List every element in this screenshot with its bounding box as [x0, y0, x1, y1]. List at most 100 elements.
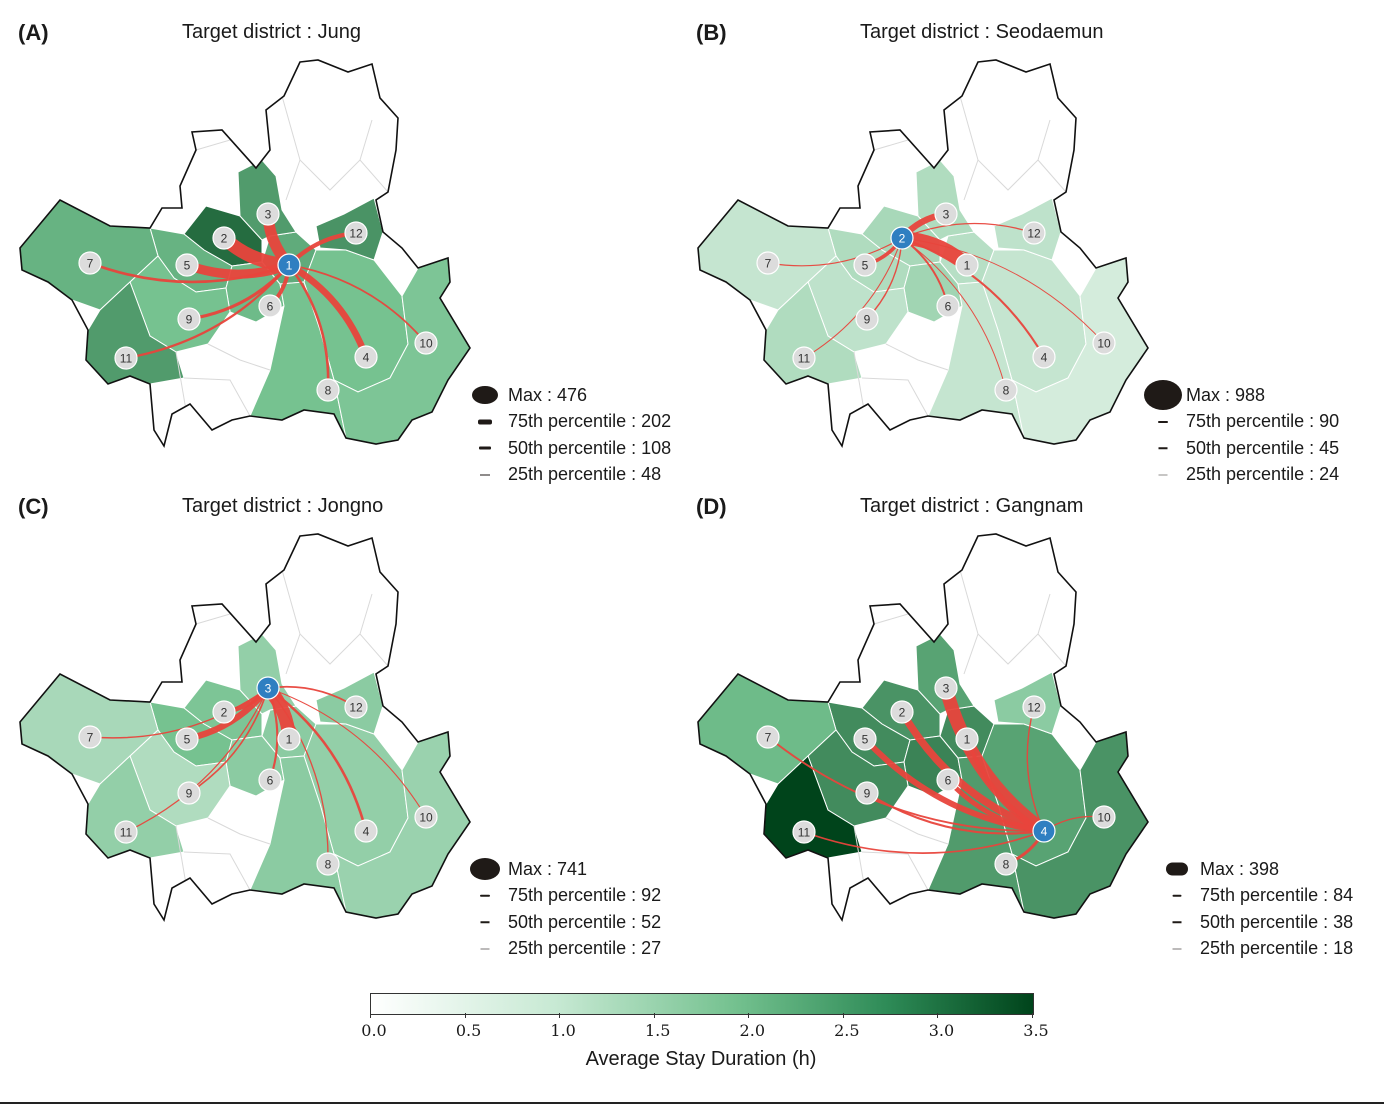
legend-label: 50th percentile : 108: [508, 437, 672, 458]
district-node-8: [994, 852, 1018, 876]
panel-letter: (C): [18, 494, 49, 519]
district-boundary: [959, 569, 1051, 665]
district-node-label: 12: [1027, 701, 1041, 715]
district-node-label: 9: [864, 313, 871, 327]
flow-line-10: [288, 264, 427, 344]
district-boundary: [885, 817, 949, 845]
legend-row-p50: 50th percentile : 45: [1148, 435, 1339, 462]
district-node-label: 10: [419, 811, 433, 825]
district-node-label: 3: [265, 208, 272, 222]
colorbar-tick-label: 3.0: [928, 1021, 955, 1040]
district-node-9: [855, 781, 879, 805]
district-node-label: 1: [286, 259, 293, 273]
flow-line-1: [965, 737, 1046, 833]
district-node-label: 12: [349, 701, 363, 715]
district-node-label: 11: [798, 826, 811, 840]
legend-row-p25: 25th percentile : 24: [1148, 462, 1339, 489]
district-node-label: 12: [349, 227, 363, 241]
legend-label: 25th percentile : 27: [508, 938, 662, 959]
flow-line-8: [267, 687, 329, 865]
district-node-4: [354, 345, 378, 369]
panel-letter: (B): [696, 20, 727, 45]
district-node-9: [855, 307, 879, 331]
district-boundary: [207, 343, 271, 371]
district-node-1: [955, 727, 979, 751]
district-boundary: [853, 351, 865, 411]
district-node-label: 4: [363, 351, 370, 365]
colorbar-tick-label: 2.0: [739, 1021, 766, 1040]
district-node-label: 8: [325, 858, 332, 872]
legend-row-p75: 75th percentile : 90: [1148, 409, 1339, 436]
district-boundary: [359, 159, 389, 193]
legend-row-p75: 75th percentile : 92: [470, 883, 661, 910]
panel-c: (C) Target district : Jongno 1 2 3 4 5 6 7 8 9 10…: [0, 474, 680, 958]
district-node-label: 4: [1041, 351, 1048, 365]
colorbar-tick-label: 1.0: [550, 1021, 576, 1040]
district-boundary: [207, 817, 271, 845]
panel-title: Target district : Jung: [182, 21, 361, 43]
flow-line-7: [767, 237, 903, 267]
district-node-label: 11: [120, 826, 133, 840]
district-node-label: 5: [862, 259, 869, 273]
legend-label: Max : 988: [1186, 384, 1266, 405]
district-boundary: [175, 825, 187, 885]
legend-label: 50th percentile : 52: [508, 911, 662, 932]
district-node-label: 6: [945, 774, 952, 788]
colorbar-tick: [748, 1013, 750, 1018]
district-node-6: [936, 294, 960, 318]
district-node-label: 3: [265, 682, 272, 696]
flow-line-4: [266, 686, 368, 833]
flow-line-6: [945, 777, 1047, 834]
district-node-label: 11: [120, 352, 133, 366]
district-boundary: [183, 377, 251, 417]
legend-label: 75th percentile : 202: [508, 411, 672, 432]
district-node-7: [78, 251, 102, 275]
colorbar-tick: [842, 1013, 844, 1018]
legend-swatch: [470, 883, 500, 909]
district-node-label: 2: [899, 706, 906, 720]
district-node-5: [853, 253, 877, 277]
flow-line-12: [1026, 706, 1045, 832]
panel-title: Target district : Jongno: [182, 495, 384, 517]
district-node-1: [955, 253, 979, 277]
flow-line-2: [898, 708, 1048, 835]
colorbar-title: Average Stay Duration (h): [585, 1048, 817, 1070]
legend-row-max: Max : 476: [470, 382, 671, 409]
district-node-6: [258, 768, 282, 792]
legend-swatch: [470, 909, 500, 935]
district-node-label: 4: [363, 825, 370, 839]
colorbar-tick-label: 2.5: [834, 1021, 860, 1040]
seoul-outline: [19, 59, 471, 449]
district-node-7: [756, 725, 780, 749]
district-node-4: [1032, 819, 1056, 843]
district-node-label: 6: [267, 300, 274, 314]
district-node-label: 12: [1027, 227, 1041, 241]
legend-row-p75: 75th percentile : 202: [470, 409, 671, 436]
district-node-label: 7: [87, 731, 94, 745]
district-node-label: 9: [186, 787, 193, 801]
district-boundary: [963, 633, 979, 675]
district-boundary: [861, 377, 929, 417]
legend-swatch: [1162, 909, 1192, 935]
district-node-2: [212, 226, 236, 250]
district-node-3: [934, 676, 958, 700]
legend-label: Max : 741: [508, 858, 588, 879]
colorbar-tick-label: 3.5: [1023, 1021, 1049, 1040]
flow-line-11: [803, 237, 903, 359]
district-node-7: [78, 725, 102, 749]
legend-label: 50th percentile : 45: [1186, 437, 1340, 458]
district-node-label: 2: [221, 706, 228, 720]
colorbar-tick: [1032, 1013, 1033, 1018]
district-node-label: 2: [221, 232, 228, 246]
district-node-label: 3: [943, 208, 950, 222]
panel-letter: (A): [18, 20, 49, 45]
district-node-4: [1032, 345, 1056, 369]
legend-swatch: [1162, 936, 1192, 962]
seoul-outline: [697, 533, 1149, 923]
legend-swatch: [1148, 435, 1178, 461]
district-node-6: [258, 294, 282, 318]
district-boundary: [1037, 159, 1067, 193]
district-node-label: 11: [798, 352, 811, 366]
